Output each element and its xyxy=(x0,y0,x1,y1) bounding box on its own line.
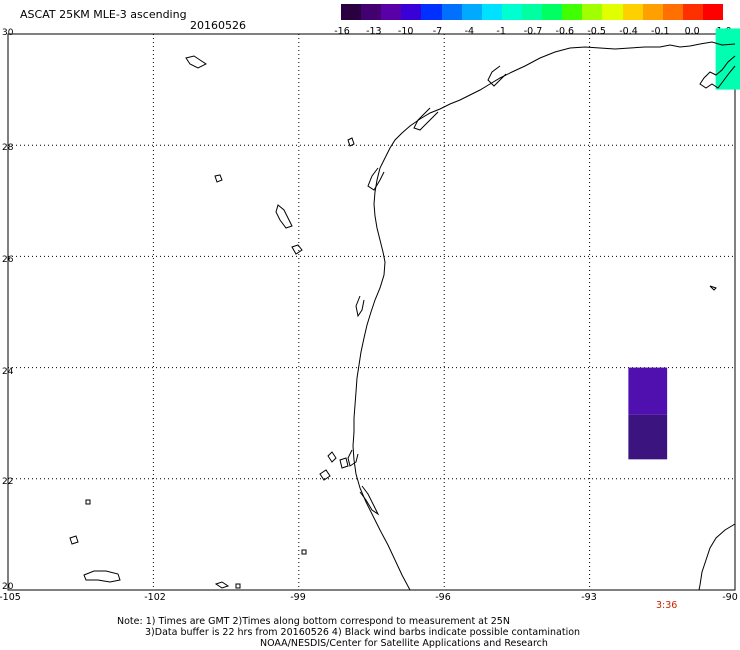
colorbar-swatch xyxy=(381,4,402,20)
lat-label-22: 22 xyxy=(2,477,14,487)
lake-2 xyxy=(214,174,223,183)
note-line-1: Note: 1) Times are GMT 2)Times along bot… xyxy=(117,616,510,627)
colorbar-swatch xyxy=(662,4,683,20)
lake-5 xyxy=(327,451,337,463)
colorbar xyxy=(341,4,724,20)
colorbar-swatch xyxy=(501,4,522,20)
colorbar-swatch xyxy=(582,4,603,20)
lake-8 xyxy=(85,499,91,505)
colorbar-label: -16 xyxy=(334,26,350,37)
lat-label-24: 24 xyxy=(2,367,14,377)
lat-label-20: 20 xyxy=(2,582,14,592)
lon-label-99: -99 xyxy=(290,592,306,603)
colorbar-swatch xyxy=(682,4,703,20)
lake-14 xyxy=(709,285,717,291)
colorbar-label: -7 xyxy=(432,26,443,37)
lake-10 xyxy=(301,549,307,555)
wind-data-patch xyxy=(628,414,668,460)
tx-lagoon xyxy=(355,295,365,318)
colorbar-label: -1 xyxy=(496,26,506,37)
lon-label-93: -93 xyxy=(581,592,597,603)
lon-label-90: -90 xyxy=(722,592,738,603)
wind-data-patch xyxy=(715,28,740,90)
note-line-3: NOAA/NESDIS/Center for Satellite Applica… xyxy=(260,638,548,649)
lon-label-102: -102 xyxy=(144,592,166,603)
colorbar-label: 0.0 xyxy=(684,26,700,37)
colorbar-label: -0.4 xyxy=(619,26,638,37)
corpus-bays xyxy=(367,167,385,191)
lake-4 xyxy=(291,244,303,255)
colorbar-label: -0.6 xyxy=(555,26,575,37)
colorbar-label: -4 xyxy=(464,26,475,37)
colorbar-label: -10 xyxy=(397,26,414,37)
colorbar-swatch xyxy=(542,4,563,20)
lon-label-96: -96 xyxy=(435,592,451,603)
data-patches xyxy=(628,28,740,460)
note-line-2: 3)Data buffer is 22 hrs from 20160526 4)… xyxy=(145,627,581,638)
lake-7 xyxy=(339,457,349,469)
colorbar-swatch xyxy=(562,4,583,20)
bay-island xyxy=(347,137,355,147)
lat-label-30: 30 xyxy=(2,28,14,38)
galveston-bay xyxy=(413,107,439,131)
colorbar-label: -13 xyxy=(366,26,382,37)
lake-6 xyxy=(319,469,331,481)
grid-lines xyxy=(8,34,735,590)
lat-label-28: 28 xyxy=(2,143,14,153)
colorbar-swatch xyxy=(461,4,482,20)
colorbar-swatch xyxy=(341,4,362,20)
lake-13 xyxy=(235,583,241,589)
time-label: 3:36 xyxy=(656,600,678,611)
colorbar-swatch xyxy=(361,4,382,20)
map-frame xyxy=(7,33,736,591)
colorbar-swatch xyxy=(521,4,543,20)
mississippi-delta xyxy=(699,55,736,89)
lake-3 xyxy=(275,204,293,229)
coastline xyxy=(347,41,736,591)
colorbar-swatch xyxy=(642,4,663,20)
colorbar-swatch xyxy=(602,4,623,20)
map-date: 20160526 xyxy=(190,19,246,32)
gulf-coastline xyxy=(352,41,736,591)
inland-lakes xyxy=(69,55,717,589)
yucatan-coast xyxy=(698,523,736,591)
colorbar-swatch xyxy=(421,4,442,20)
map-title: ASCAT 25KM MLE-3 ascending xyxy=(20,8,187,21)
lon-label-105: -105 xyxy=(0,592,21,603)
colorbar-label: -0.5 xyxy=(587,26,606,37)
louisiana-inlet xyxy=(487,65,507,87)
mex-lagoon xyxy=(347,449,359,467)
lake-11 xyxy=(83,570,121,583)
lake-9 xyxy=(69,535,79,545)
colorbar-label: -0.7 xyxy=(523,26,543,37)
lake-12 xyxy=(214,581,230,589)
lake-1 xyxy=(185,55,207,69)
colorbar-swatch xyxy=(441,4,462,20)
tamiahua-lagoon xyxy=(359,485,380,516)
colorbar-swatch xyxy=(622,4,643,20)
colorbar-swatch xyxy=(481,4,502,20)
colorbar-swatch xyxy=(401,4,422,20)
colorbar-swatch xyxy=(702,4,724,20)
wind-data-patch xyxy=(628,367,668,415)
lat-label-26: 26 xyxy=(2,255,14,265)
colorbar-label: -0.1 xyxy=(651,26,670,37)
